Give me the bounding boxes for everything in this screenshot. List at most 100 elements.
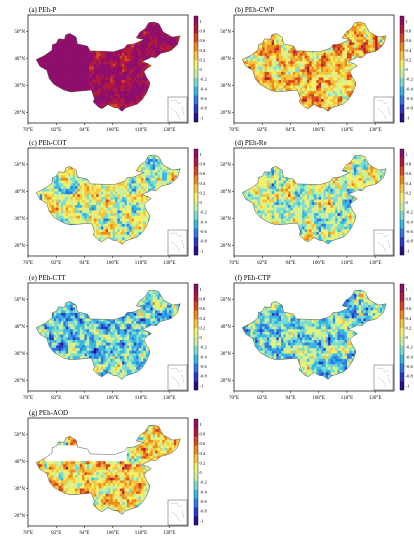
colorbar-segment <box>194 337 198 347</box>
colorbar-segment <box>400 354 404 364</box>
colorbar-segment <box>194 310 198 320</box>
lon-tick-label: 94°E <box>285 396 295 401</box>
lon-tick-label: 70°E <box>229 261 239 266</box>
map-panel: (e) PEh-CTT 70°E 82°E 94°E 106°E 118°E 130°E 50… <box>14 274 207 401</box>
map-panel: (a) PEh-P 70°E 82°E 94°E 106°E 118°E 130°E 50°N… <box>14 6 207 133</box>
colorbar-segment <box>194 328 198 338</box>
colorbar-label: 0.6 <box>406 306 412 311</box>
lon-tick-label: 82°E <box>51 531 61 536</box>
colorbar-label: 0 <box>406 67 409 72</box>
data-field <box>36 22 181 112</box>
colorbar-segment <box>400 372 404 382</box>
colorbar-segment <box>400 16 404 26</box>
colorbar-label: -0.8 <box>406 106 414 111</box>
colorbar-label: -0.6 <box>406 96 414 101</box>
map-frame <box>27 282 189 392</box>
colorbar-label: 0.4 <box>406 316 412 321</box>
lon-tick-label: 82°E <box>51 128 61 133</box>
colorbar-segment <box>194 454 198 464</box>
colorbar-label: -0.8 <box>406 239 414 244</box>
lon-tick-label: 118°E <box>135 531 147 536</box>
map-frame <box>233 14 395 124</box>
colorbar-label: -0.4 <box>200 489 208 494</box>
colorbar-segment <box>194 292 198 302</box>
colorbar-segment <box>194 372 198 382</box>
lon-tick-label: 70°E <box>23 128 33 133</box>
colorbar-label: -0.8 <box>406 374 414 379</box>
colorbar-label: 1 <box>406 19 409 24</box>
colorbar-segment <box>400 292 404 302</box>
lon-tick-label: 130°E <box>163 396 176 401</box>
lon-tick-label: 106°E <box>312 128 325 133</box>
colorbar-segment <box>400 175 404 185</box>
colorbar-label: 0.2 <box>200 325 206 330</box>
lat-tick-label: 30°N <box>220 84 231 89</box>
colorbar-segment <box>194 113 198 123</box>
colorbar-label: -0.8 <box>200 239 208 244</box>
lon-tick-label: 70°E <box>229 396 239 401</box>
colorbar-label: 1 <box>200 152 203 157</box>
lat-tick-label: 40°N <box>14 325 25 330</box>
colorbar-segment <box>194 95 198 105</box>
colorbar-label: -0.6 <box>406 229 414 234</box>
china-outline <box>35 154 181 245</box>
lat-tick-label: 40°N <box>14 57 25 62</box>
colorbar <box>193 283 199 391</box>
colorbar-segment <box>400 42 404 52</box>
colorbar-label: -1 <box>200 518 205 523</box>
colorbar-segment <box>194 175 198 185</box>
colorbar-segment <box>194 463 198 473</box>
colorbar-label: 0.2 <box>200 460 206 465</box>
colorbar-segment <box>194 498 198 508</box>
colorbar-label: -0.2 <box>200 480 208 485</box>
colorbar-segment <box>400 246 404 256</box>
lon-tick-label: 130°E <box>369 396 382 401</box>
colorbar-label: 1 <box>200 422 203 427</box>
colorbar-label: 0.8 <box>406 297 412 302</box>
colorbar-label: -0.6 <box>200 499 208 504</box>
colorbar-segment <box>194 445 198 455</box>
colorbar-segment <box>400 228 404 238</box>
colorbar-segment <box>400 166 404 176</box>
lat-tick-label: 20°N <box>220 379 231 384</box>
colorbar-segment <box>194 472 198 482</box>
colorbar-label: 0.4 <box>200 48 206 53</box>
colorbar-label: -0.8 <box>200 374 208 379</box>
panel-title: (d) PEh-Re <box>235 139 267 147</box>
colorbar-label: 0.8 <box>200 297 206 302</box>
colorbar-label: 0.6 <box>200 306 206 311</box>
colorbar-segment <box>400 33 404 43</box>
lat-tick-label: 50°N <box>14 298 25 303</box>
inset-map <box>373 229 394 256</box>
lon-tick-label: 94°E <box>79 261 89 266</box>
colorbar-label: -1 <box>200 115 205 120</box>
data-field <box>36 290 181 380</box>
colorbar-segment <box>194 166 198 176</box>
colorbar-segment <box>194 507 198 517</box>
map-frame <box>27 14 189 124</box>
colorbar-segment <box>194 345 198 355</box>
colorbar-label: -0.2 <box>200 77 208 82</box>
colorbar-segment <box>400 337 404 347</box>
colorbar-label: -0.4 <box>200 86 208 91</box>
colorbar-segment <box>194 157 198 167</box>
lon-tick-label: 106°E <box>312 396 325 401</box>
colorbar-label: 0 <box>406 200 409 205</box>
lon-tick-label: 106°E <box>106 261 119 266</box>
lat-tick-label: 20°N <box>14 244 25 249</box>
lat-tick-label: 20°N <box>14 514 25 519</box>
colorbar-label: 0.6 <box>406 171 412 176</box>
colorbar-label: 1 <box>200 287 203 292</box>
map-panel: (d) PEh-Re 70°E 82°E 94°E 106°E 118°E 130°E 50°… <box>220 139 413 266</box>
colorbar-segment <box>194 419 198 429</box>
colorbar-segment <box>194 436 198 446</box>
colorbar-segment <box>194 193 198 203</box>
map-panel: (f) PEh-CTP 70°E 82°E 94°E 106°E 118°E 130°E 50… <box>220 274 413 401</box>
colorbar-segment <box>400 95 404 105</box>
colorbar-segment <box>194 42 198 52</box>
colorbar <box>399 15 405 123</box>
lon-tick-label: 70°E <box>229 128 239 133</box>
lat-tick-label: 30°N <box>220 352 231 357</box>
colorbar-label: -1 <box>406 248 411 253</box>
